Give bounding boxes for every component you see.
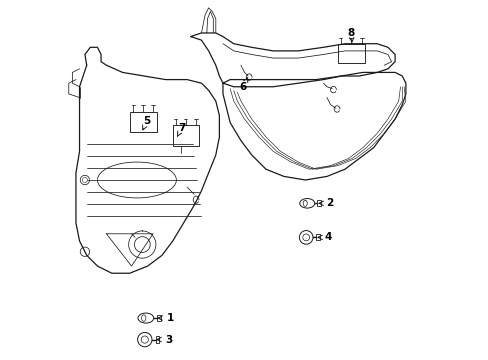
Text: 4: 4 (317, 232, 331, 242)
Text: 2: 2 (318, 198, 332, 208)
Text: 7: 7 (177, 123, 185, 136)
Text: 6: 6 (239, 78, 247, 92)
FancyBboxPatch shape (337, 44, 364, 63)
FancyBboxPatch shape (172, 125, 198, 146)
Text: 5: 5 (142, 116, 150, 130)
FancyBboxPatch shape (317, 200, 321, 206)
FancyBboxPatch shape (129, 112, 156, 132)
FancyBboxPatch shape (155, 336, 159, 343)
Text: 1: 1 (158, 313, 173, 323)
Text: 3: 3 (157, 334, 172, 345)
FancyBboxPatch shape (316, 234, 319, 240)
FancyBboxPatch shape (156, 315, 160, 321)
Text: 8: 8 (347, 28, 354, 42)
